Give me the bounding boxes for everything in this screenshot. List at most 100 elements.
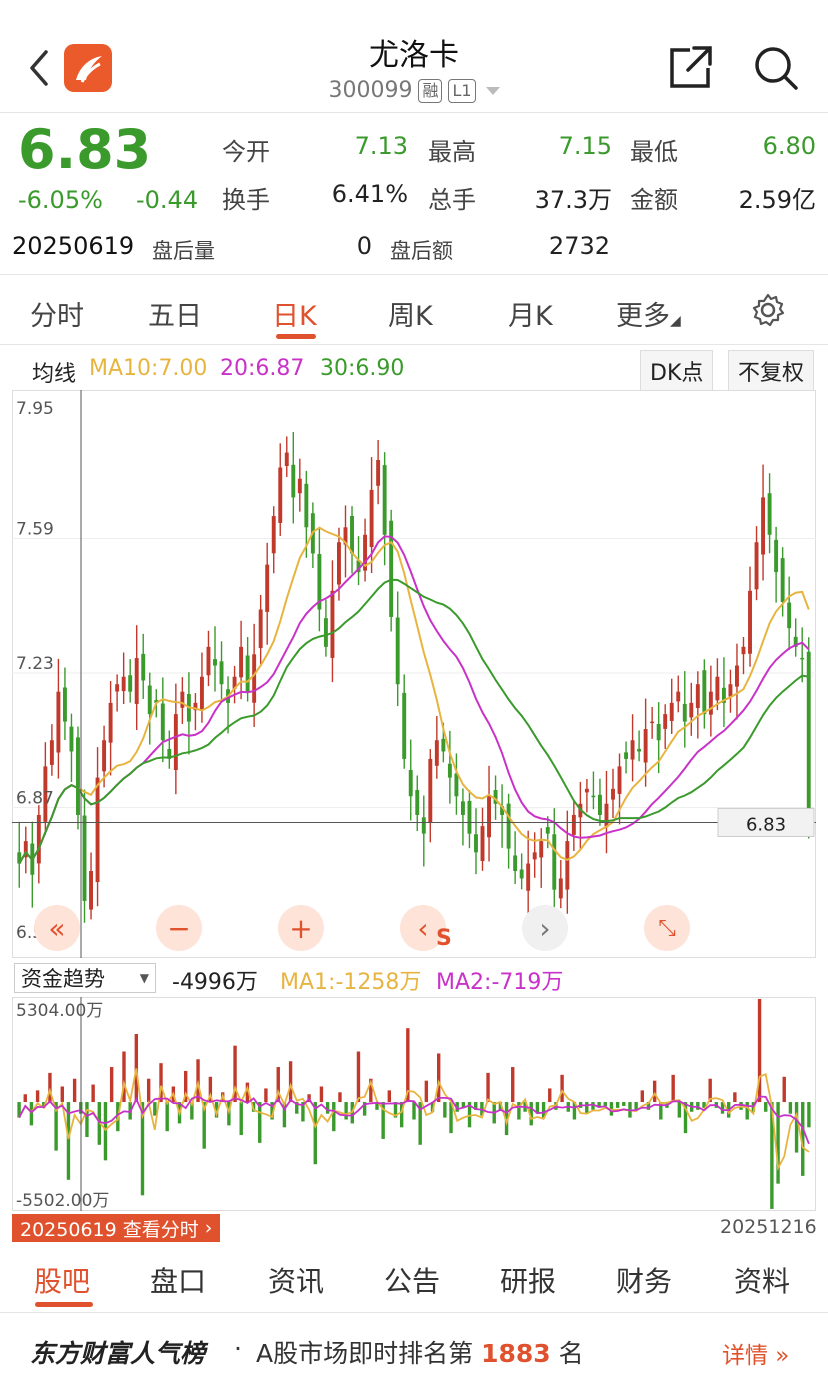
tab-week-k[interactable]: 周K [388, 301, 433, 332]
search-icon[interactable] [752, 44, 800, 92]
fund-bar [393, 1102, 398, 1118]
fund-bar [338, 1092, 342, 1103]
fund-bar [671, 1074, 675, 1103]
fullscreen-icon[interactable]: ⤡ [644, 905, 690, 951]
back-icon[interactable] [26, 48, 54, 88]
fund-bar [548, 1088, 552, 1103]
candle-body [147, 685, 152, 715]
rewind-icon[interactable]: « [34, 905, 80, 951]
candle-body [604, 803, 609, 828]
fund-bar [66, 1102, 71, 1180]
fund-flow-chart[interactable]: 5304.00万 -5502.00万 [12, 997, 816, 1211]
divider [0, 344, 828, 345]
dot-separator: · [234, 1334, 242, 1363]
fund-bar [369, 1078, 373, 1103]
zoom-in-icon[interactable]: + [278, 905, 324, 951]
fund-bar [60, 1086, 64, 1103]
fund-bar [640, 1090, 645, 1103]
fund-bar [597, 1102, 601, 1108]
candle-body [297, 478, 302, 494]
candle-body [284, 452, 289, 467]
candle-body [134, 658, 139, 704]
level-tag: L1 [448, 78, 476, 103]
bottom-tab-underline [35, 1302, 93, 1307]
tab-pankou[interactable]: 盘口 [150, 1265, 207, 1298]
stock-name: 尤洛卡 [369, 38, 459, 73]
fund-bar [764, 1102, 768, 1112]
share-icon[interactable] [668, 44, 714, 90]
candle-body [128, 675, 133, 692]
ma20-value: 20:6.87 [220, 356, 305, 381]
tab-finance[interactable]: 财务 [616, 1265, 673, 1298]
amount-label: 金额 [630, 186, 678, 214]
candle-body [571, 814, 576, 835]
candle-body [611, 788, 615, 800]
y-tick-label: 7.95 [16, 399, 54, 419]
detail-link[interactable]: 详情 » [722, 1336, 789, 1370]
tab-profile[interactable]: 资料 [734, 1265, 791, 1298]
candle-body [213, 659, 217, 666]
kline-chart[interactable]: 7.957.597.236.876.516.83 [12, 390, 816, 958]
after-volume-value: 0 [356, 232, 372, 260]
amount-value: 2.59亿 [738, 186, 816, 214]
view-minute-label: 20250619 查看分时 [20, 1218, 199, 1241]
candle-body [330, 590, 335, 658]
fund-bar [696, 1102, 700, 1110]
indicator-select[interactable]: 资金趋势 ▼ [14, 963, 156, 993]
tab-research[interactable]: 研报 [500, 1265, 557, 1298]
dk-point-button[interactable]: DK点 [640, 350, 714, 392]
no-adjust-button[interactable]: 不复权 [728, 350, 815, 392]
select-arrow-icon: ▼ [139, 971, 149, 985]
scroll-right-icon[interactable]: › [522, 905, 568, 951]
fund-bar [541, 1102, 546, 1118]
fund-bar [165, 1102, 169, 1132]
tab-month-k[interactable]: 月K [508, 301, 553, 332]
candle-body [558, 878, 563, 899]
candle-body [232, 676, 237, 689]
fund-bar [782, 1076, 786, 1103]
fund-bar [418, 1102, 422, 1145]
current-price-tag-label: 6.83 [746, 814, 786, 835]
candle-body [23, 841, 28, 858]
scroll-left-icon[interactable]: ‹ [400, 905, 446, 951]
settings-gear-icon[interactable] [750, 292, 786, 328]
fund-ma2-line [18, 1095, 810, 1145]
fund-bar [677, 1102, 682, 1118]
fund-bar [757, 998, 762, 1103]
fund-bar [646, 1102, 651, 1110]
tab-five-day[interactable]: 五日 [148, 301, 202, 332]
fund-ma2-value: MA2:-719万 [436, 970, 564, 995]
view-minute-button[interactable]: 20250619 查看分时 › [12, 1214, 221, 1242]
candle-body [62, 687, 67, 722]
fund-bar [733, 1092, 737, 1103]
fund-bar [270, 1102, 274, 1120]
tab-day-k[interactable]: 日K [272, 301, 317, 332]
open-value: 7.13 [354, 132, 408, 160]
candle-body [591, 795, 596, 798]
tab-more[interactable]: 更多◢ [616, 294, 681, 333]
rank-suffix: 名 [558, 1339, 584, 1368]
fund-bar [517, 1102, 521, 1120]
fund-bar [356, 1051, 361, 1103]
zoom-out-icon[interactable]: − [156, 905, 202, 951]
dropdown-icon[interactable] [485, 86, 500, 95]
tab-notice[interactable]: 公告 [384, 1265, 441, 1298]
detail-label: 详情 [722, 1343, 768, 1369]
ma-legend-label[interactable]: 均线 [32, 362, 77, 387]
corner-triangle-icon: ◢ [670, 313, 681, 329]
candle-body [278, 467, 283, 523]
candle-body [441, 738, 446, 752]
tab-minute[interactable]: 分时 [30, 301, 84, 332]
candle-body [637, 748, 642, 752]
candle-body [408, 769, 413, 797]
fund-bar [288, 1061, 293, 1103]
fund-bar [412, 1102, 416, 1120]
candle-body [56, 691, 61, 753]
candle-body [382, 465, 387, 535]
tab-guba[interactable]: 股吧 [34, 1265, 91, 1298]
candle-body [428, 758, 433, 823]
tab-news[interactable]: 资讯 [268, 1265, 325, 1298]
stock-code-row[interactable]: 300099 融 L1 [0, 78, 828, 103]
candle-body [415, 790, 420, 815]
fund-bar [35, 1090, 40, 1103]
